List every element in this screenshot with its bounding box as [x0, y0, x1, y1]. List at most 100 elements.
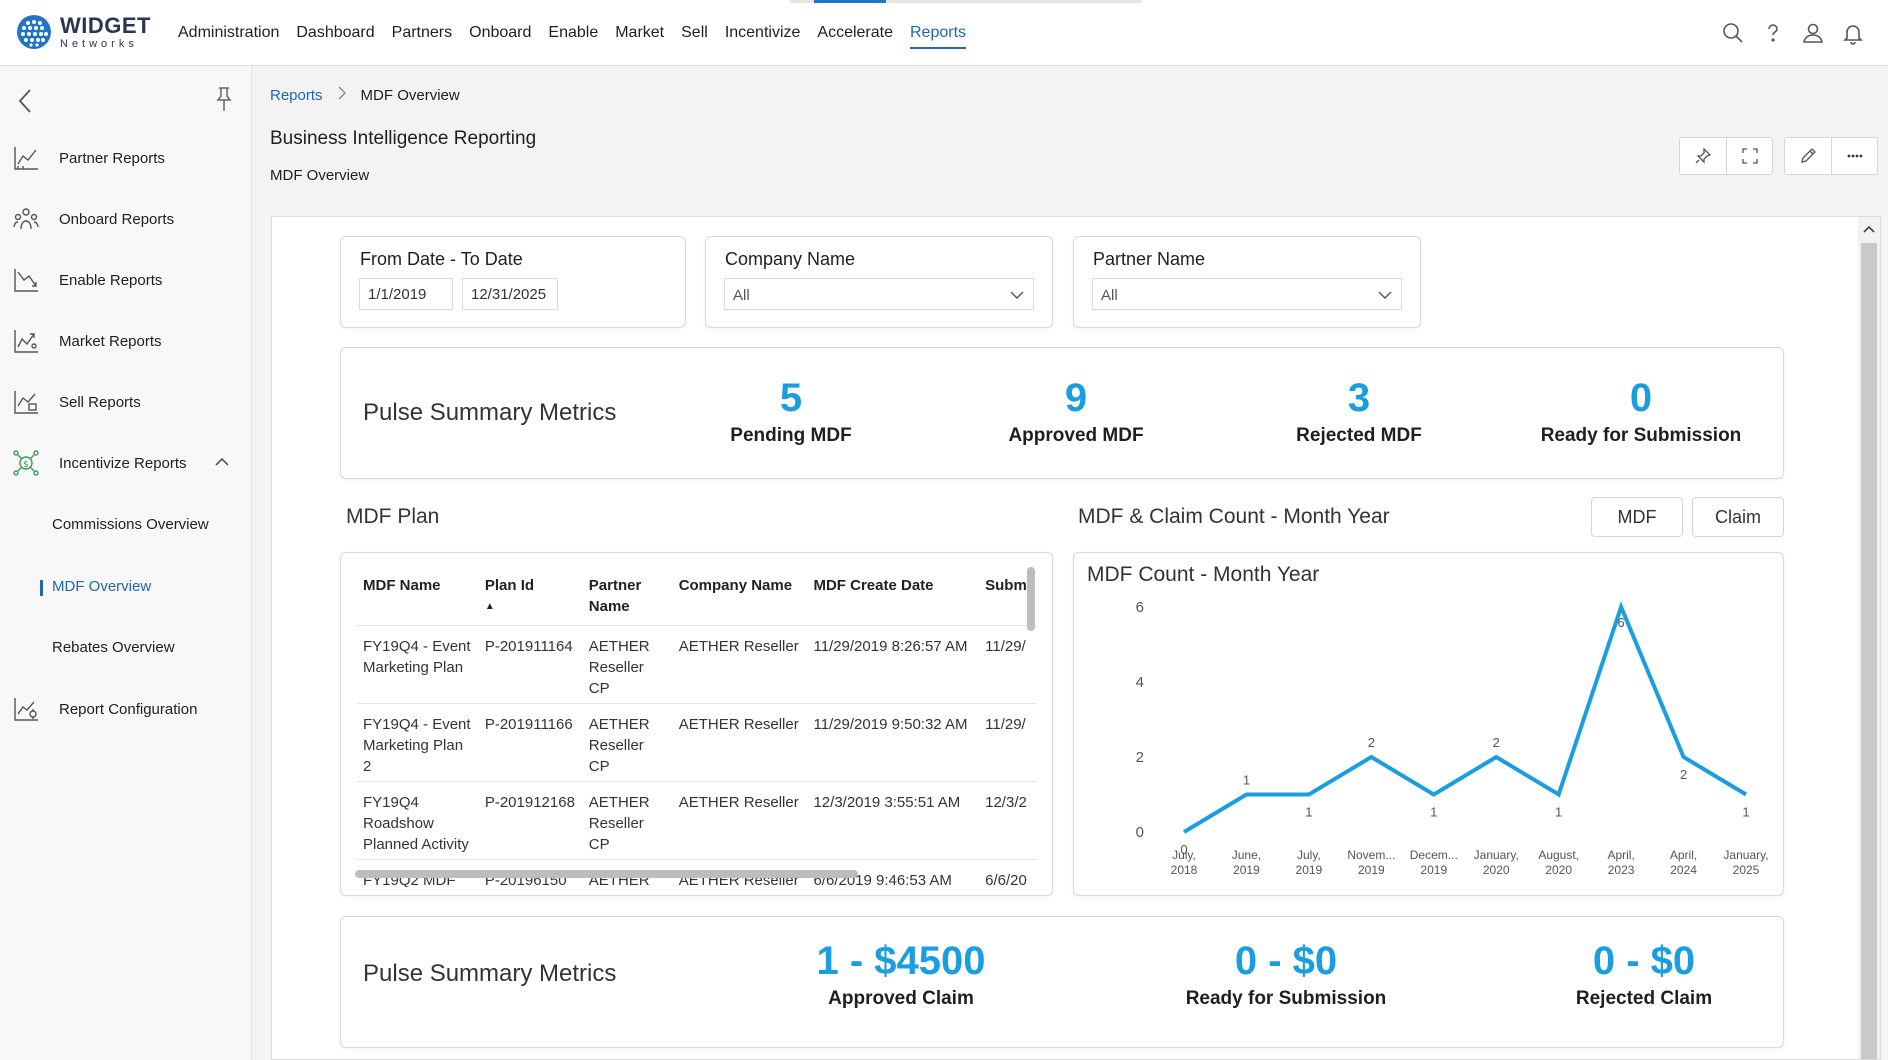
- cell-submitted: 11/29/: [979, 703, 1037, 782]
- to-date-input[interactable]: 12/31/2025: [462, 278, 558, 310]
- more-options-button[interactable]: [1831, 138, 1877, 174]
- col-submitted[interactable]: Submi: [985, 577, 1031, 594]
- sidebar-item-enable-reports[interactable]: Enable Reports: [12, 266, 162, 294]
- x-tick-label-year: 2020: [1483, 863, 1510, 877]
- sidebar-sub-commissions-overview[interactable]: Commissions Overview: [52, 516, 209, 533]
- cell-plan-id: P-201911164: [478, 625, 583, 704]
- table-row[interactable]: FY19Q4 - Event Marketing Plan P-20191116…: [357, 625, 1037, 704]
- nav-incentivize[interactable]: Incentivize: [724, 24, 801, 41]
- help-icon[interactable]: [1758, 18, 1788, 48]
- top-bar: WIDGET Networks Administration Dashboard…: [0, 0, 1888, 66]
- x-tick-label: April,: [1670, 848, 1697, 862]
- x-tick-label-year: 2020: [1545, 863, 1572, 877]
- mdf-toggle-button[interactable]: MDF: [1591, 497, 1683, 537]
- pulse-summary-title: Pulse Summary Metrics: [363, 399, 617, 426]
- fullscreen-button[interactable]: [1726, 138, 1772, 174]
- sidebar-item-label: Enable Reports: [59, 271, 163, 289]
- x-tick-label: January,: [1474, 848, 1519, 862]
- breadcrumb-current: MDF Overview: [360, 86, 460, 104]
- scrollbar-thumb[interactable]: [1861, 243, 1877, 1059]
- cell-company-name: AETHER Reseller: [672, 625, 808, 704]
- date-filter-card: From Date - To Date 1/1/2019 12/31/2025: [340, 236, 686, 328]
- from-date-input[interactable]: 1/1/2019: [359, 278, 453, 310]
- pin-view-button[interactable]: [1680, 138, 1726, 174]
- table-row[interactable]: FY19Q4 - Event Marketing Plan 2 P-201911…: [357, 703, 1037, 782]
- chevron-down-icon: [1010, 291, 1024, 299]
- nav-administration[interactable]: Administration: [178, 24, 280, 41]
- scroll-up-icon[interactable]: [1861, 221, 1877, 237]
- metric-value: 0: [1629, 376, 1653, 420]
- pin-icon[interactable]: [212, 84, 236, 114]
- col-partner-name[interactable]: Partner Name: [588, 577, 642, 615]
- page-subtitle: MDF Overview: [270, 167, 370, 184]
- sidebar-item-partner-reports[interactable]: Partner Reports: [12, 144, 165, 172]
- company-select[interactable]: All: [724, 278, 1034, 310]
- user-icon[interactable]: [1798, 18, 1828, 48]
- table-vertical-scrollbar[interactable]: [1027, 567, 1035, 631]
- metric-label: Ready for Submission: [1540, 425, 1742, 446]
- sidebar-item-onboard-reports[interactable]: Onboard Reports: [12, 205, 174, 233]
- nav-reports[interactable]: Reports: [910, 20, 967, 49]
- config-chart-icon: [12, 695, 40, 723]
- col-mdf-name[interactable]: MDF Name: [363, 577, 441, 594]
- brand-name: WIDGET: [60, 12, 151, 38]
- cell-create-date: 12/3/2019 3:55:51 AM: [807, 781, 980, 860]
- chevron-up-icon[interactable]: [212, 452, 232, 472]
- loading-indicator: [790, 0, 1142, 3]
- col-plan-id[interactable]: Plan Id ▲: [479, 565, 583, 626]
- sidebar-item-market-reports[interactable]: Market Reports: [12, 327, 162, 355]
- nav-sell[interactable]: Sell: [681, 24, 708, 41]
- bell-icon[interactable]: [1838, 18, 1868, 48]
- breadcrumb-reports-link[interactable]: Reports: [270, 86, 323, 104]
- cell-plan-id: P-201912168: [478, 781, 583, 860]
- metric-value: 9: [1064, 376, 1088, 420]
- y-tick-label: 6: [1136, 599, 1144, 616]
- nav-accelerate[interactable]: Accelerate: [817, 24, 893, 41]
- sidebar-item-sell-reports[interactable]: Sell Reports: [12, 388, 141, 416]
- nav-dashboard[interactable]: Dashboard: [296, 24, 375, 41]
- sidebar-sub-rebates-overview[interactable]: Rebates Overview: [52, 639, 175, 656]
- table-row[interactable]: FY19Q2 MDF Plan P-20196150 AETHER Resell…: [357, 859, 1037, 887]
- edit-button[interactable]: [1785, 138, 1831, 174]
- sidebar-item-incentivize-reports[interactable]: $ Incentivize Reports: [12, 449, 187, 477]
- cell-partner-name: AETHER Reseller CP: [582, 703, 673, 782]
- canvas-vertical-scrollbar[interactable]: [1858, 217, 1880, 1059]
- back-arrow-icon[interactable]: [14, 86, 38, 116]
- claim-toggle-button[interactable]: Claim: [1692, 497, 1784, 537]
- date-filter-label: From Date - To Date: [360, 249, 523, 269]
- metric-label: Approved MDF: [1008, 425, 1144, 446]
- sidebar-item-report-configuration[interactable]: Report Configuration: [12, 695, 197, 723]
- chevron-down-icon: [1378, 291, 1392, 299]
- brand-logo[interactable]: WIDGET Networks: [16, 14, 151, 50]
- mdf-plan-table-viewport: MDF Name Plan Id ▲ Partner Name Company N…: [357, 565, 1037, 887]
- mdf-plan-table: MDF Name Plan Id ▲ Partner Name Company N…: [357, 565, 1037, 887]
- sort-ascending-icon[interactable]: ▲: [484, 601, 495, 612]
- mdf-count-line-chart: 02460112121621July,2018June,2019July,201…: [1136, 599, 1769, 877]
- y-tick-label: 0: [1136, 824, 1144, 841]
- nav-onboard[interactable]: Onboard: [469, 24, 532, 41]
- search-icon[interactable]: [1718, 18, 1748, 48]
- metric-label: Rejected MDF: [1296, 425, 1422, 446]
- cell-submitted: 11/29/: [979, 625, 1037, 704]
- y-tick-label: 2: [1136, 749, 1144, 766]
- table-horizontal-scrollbar[interactable]: [355, 870, 858, 878]
- col-company-name[interactable]: Company Name: [678, 577, 793, 594]
- nav-enable[interactable]: Enable: [548, 24, 599, 41]
- partner-select-value: All: [1101, 287, 1118, 304]
- nav-partners[interactable]: Partners: [391, 24, 453, 41]
- mdf-plan-table-card: MDF Name Plan Id ▲ Partner Name Company N…: [340, 552, 1053, 896]
- series-line: [1182, 601, 1748, 834]
- mdf-plan-title: MDF Plan: [346, 505, 440, 528]
- cell-submitted: 12/3/2: [979, 781, 1037, 860]
- partner-select[interactable]: All: [1092, 278, 1402, 310]
- x-tick-label: July,: [1172, 848, 1196, 862]
- nav-market[interactable]: Market: [615, 24, 665, 41]
- table-row[interactable]: FY19Q4 Roadshow Planned Activity P-20191…: [357, 781, 1037, 860]
- cell-submitted: 6/6/20: [979, 859, 1037, 887]
- report-canvas: From Date - To Date 1/1/2019 12/31/2025 …: [271, 216, 1881, 1060]
- col-mdf-create-date[interactable]: MDF Create Date: [813, 577, 934, 594]
- more-horizontal-icon: [1847, 154, 1862, 158]
- sidebar-sub-mdf-overview[interactable]: MDF Overview: [39, 578, 152, 596]
- x-tick-label-year: 2018: [1171, 863, 1198, 877]
- x-tick-label: Decem...: [1410, 848, 1458, 862]
